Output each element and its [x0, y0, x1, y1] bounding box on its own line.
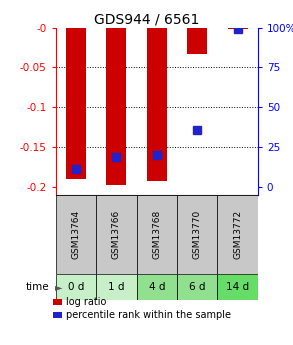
- FancyBboxPatch shape: [177, 195, 217, 274]
- Bar: [66, 28, 86, 179]
- Text: 4 d: 4 d: [149, 282, 165, 292]
- Text: percentile rank within the sample: percentile rank within the sample: [66, 310, 231, 320]
- Text: GSM13764: GSM13764: [71, 210, 80, 259]
- Text: 0 d: 0 d: [68, 282, 84, 292]
- FancyBboxPatch shape: [56, 274, 96, 300]
- Text: GSM13770: GSM13770: [193, 210, 202, 259]
- FancyBboxPatch shape: [137, 274, 177, 300]
- Bar: [187, 28, 207, 54]
- FancyBboxPatch shape: [217, 274, 258, 300]
- Text: time: time: [26, 282, 50, 292]
- FancyBboxPatch shape: [137, 195, 177, 274]
- Text: 14 d: 14 d: [226, 282, 249, 292]
- Text: 1 d: 1 d: [108, 282, 125, 292]
- Text: GSM13768: GSM13768: [152, 210, 161, 259]
- Text: 6 d: 6 d: [189, 282, 205, 292]
- FancyBboxPatch shape: [96, 195, 137, 274]
- FancyBboxPatch shape: [177, 274, 217, 300]
- Bar: [147, 28, 167, 181]
- FancyBboxPatch shape: [96, 274, 137, 300]
- Text: ►: ►: [55, 282, 63, 292]
- FancyBboxPatch shape: [56, 195, 96, 274]
- Bar: [227, 28, 248, 29]
- Text: log ratio: log ratio: [66, 297, 106, 307]
- Bar: [106, 28, 127, 185]
- Text: GDS944 / 6561: GDS944 / 6561: [94, 12, 199, 26]
- Text: GSM13766: GSM13766: [112, 210, 121, 259]
- Text: GSM13772: GSM13772: [233, 210, 242, 259]
- FancyBboxPatch shape: [217, 195, 258, 274]
